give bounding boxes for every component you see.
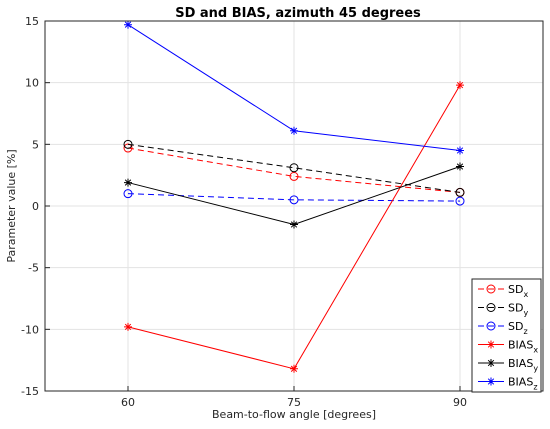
data-point-sd-x <box>123 143 133 153</box>
series-bias-z <box>124 20 464 155</box>
legend-marker <box>486 284 496 294</box>
y-tick-label: -15 <box>21 385 39 398</box>
legend-item-sd-y: SDy <box>478 302 528 318</box>
legend-label-subscript: y <box>533 364 538 373</box>
x-tick-label: 75 <box>287 396 301 409</box>
series-sd-y <box>123 139 465 197</box>
legend-marker <box>487 359 495 367</box>
data-point-sd-z <box>289 195 299 205</box>
series-group <box>123 20 465 373</box>
legend-label-subscript: z <box>523 327 527 336</box>
x-tick-label: 90 <box>453 396 467 409</box>
data-point-sd-y <box>289 163 299 173</box>
data-point-sd-z <box>455 196 465 206</box>
series-line-sd-z <box>127 193 461 202</box>
legend-label: SDy <box>508 302 528 318</box>
data-point-bias-z <box>124 20 132 29</box>
legend-marker <box>486 321 496 331</box>
legend-label-name: SD <box>508 302 523 315</box>
data-point-bias-y <box>290 220 298 229</box>
data-point-bias-x <box>290 364 298 373</box>
series-sd-z <box>123 189 465 206</box>
data-point-bias-z <box>290 126 298 135</box>
y-tick-label: 5 <box>32 138 39 151</box>
legend-label-subscript: x <box>533 346 538 355</box>
legend-item-bias-z: BIASz <box>478 376 538 392</box>
y-tick-label: 15 <box>25 15 39 28</box>
legend-label: BIASx <box>508 339 538 355</box>
y-tick-label: 0 <box>32 200 39 213</box>
legend-label-name: SD <box>508 320 523 333</box>
legend-label-name: SD <box>508 283 523 296</box>
data-point-bias-y <box>456 162 464 171</box>
tick-labels: 60 75 90 -15 -10 -5 0 5 10 15 <box>21 15 467 409</box>
chart-title: SD and BIAS, azimuth 45 degrees <box>175 6 421 21</box>
legend-marker <box>487 340 495 349</box>
legend-label: BIASz <box>508 376 538 392</box>
legend-item-sd-z: SDz <box>478 320 528 336</box>
x-tick-label: 60 <box>121 396 135 409</box>
legend-marker <box>486 303 496 312</box>
series-bias-y <box>124 162 464 229</box>
data-point-bias-y <box>124 178 132 187</box>
legend-label-name: BIAS <box>508 357 533 370</box>
legend-marker <box>487 377 495 386</box>
data-point-sd-z <box>123 189 133 199</box>
x-axis-label: Beam-to-flow angle [degrees] <box>212 408 376 421</box>
y-tick-label: -10 <box>21 323 39 336</box>
grid <box>45 20 543 392</box>
legend-label-subscript: x <box>523 290 528 299</box>
legend-label-name: BIAS <box>508 376 533 389</box>
legend-label-name: BIAS <box>508 339 533 352</box>
data-point-sd-x <box>289 171 299 181</box>
legend-label: SDz <box>508 320 528 336</box>
data-point-bias-z <box>456 146 464 155</box>
legend-box <box>471 278 542 393</box>
legend-item-sd-x: SDx <box>478 283 528 299</box>
data-point-sd-y <box>455 187 465 197</box>
legend-label: SDx <box>508 283 528 299</box>
legend-label-subscript: z <box>533 383 537 392</box>
y-axis-label: Parameter value [%] <box>5 149 18 262</box>
legend-label: BIASy <box>508 357 538 373</box>
data-point-bias-x <box>456 81 464 90</box>
y-tick-label: 10 <box>25 77 39 90</box>
data-point-bias-x <box>124 322 132 331</box>
legend-item-bias-x: BIASx <box>478 339 538 355</box>
data-point-sd-y <box>123 139 133 149</box>
y-tick-label: -5 <box>28 262 39 275</box>
plot-frame <box>44 20 544 392</box>
series-bias-x <box>124 81 464 373</box>
series-line-sd-y <box>127 143 461 193</box>
legend-item-bias-y: BIASy <box>478 357 538 373</box>
legend-label-subscript: y <box>523 309 528 318</box>
